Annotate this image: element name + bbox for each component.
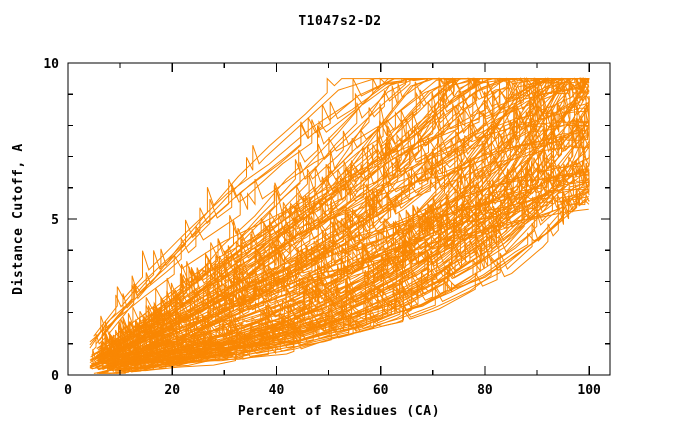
x-tick-label: 20 — [164, 383, 180, 398]
series-line — [111, 77, 590, 365]
series-line — [98, 96, 590, 374]
series-line — [96, 78, 590, 357]
series-line — [90, 133, 589, 362]
y-tick-label: 0 — [51, 369, 59, 384]
y-axis-title: Distance Cutoff, A — [11, 143, 26, 295]
series-line — [89, 77, 589, 343]
x-tick-label: 100 — [577, 383, 601, 398]
y-tick-label: 10 — [43, 57, 59, 72]
y-tick-label: 5 — [51, 213, 59, 228]
x-tick-label: 0 — [64, 383, 72, 398]
series-line — [115, 161, 590, 366]
page-title: T1047s2-D2 — [298, 14, 382, 29]
series-line — [98, 96, 589, 364]
x-tick-label: 60 — [373, 383, 389, 398]
series-layer — [89, 76, 590, 374]
series-line — [105, 189, 590, 369]
series-line — [98, 101, 590, 356]
series-line — [122, 98, 590, 366]
series-line — [104, 191, 590, 365]
series-line — [98, 80, 589, 350]
x-axis-title: Percent of Residues (CA) — [238, 404, 440, 419]
axis-layer: 0 20 40 60 80 100 0 5 10 — [43, 57, 611, 398]
series-line — [117, 171, 590, 372]
series-line — [113, 76, 590, 359]
x-tick-label: 40 — [269, 383, 285, 398]
series-line — [103, 190, 590, 364]
x-tick-label: 80 — [477, 383, 493, 398]
series-line — [112, 78, 589, 356]
series-line — [110, 174, 590, 366]
series-line — [91, 156, 590, 356]
series-line — [89, 82, 590, 367]
